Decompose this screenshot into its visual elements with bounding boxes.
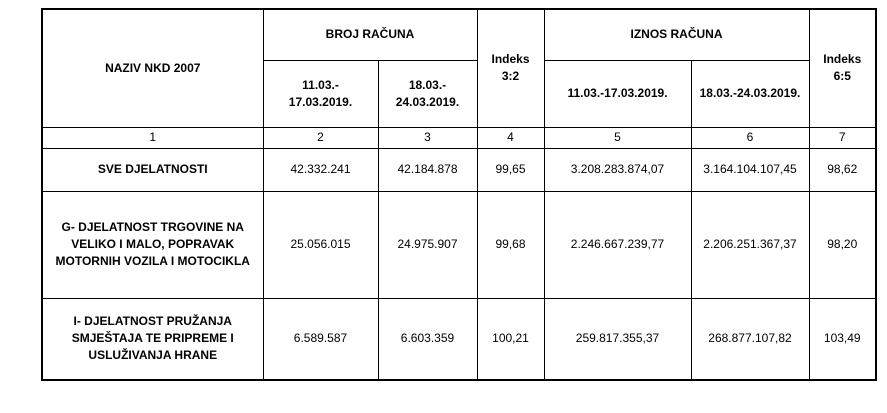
cell: 268.877.107,82 [690,297,810,381]
col-number: 7 [808,126,877,149]
header-broj-period-1: 11.03.- 17.03.2019. [262,59,379,128]
cell: 24.975.907 [377,190,478,299]
row-name: G- DJELATNOST TRGOVINE NA VELIKO I MALO,… [41,190,264,299]
cell: 42.184.878 [377,147,478,192]
col-number: 1 [41,126,264,149]
col-number: 2 [262,126,379,149]
header-broj-racuna: BROJ RAČUNA [262,8,478,61]
cell: 99,65 [476,147,545,192]
header-indeks-3-2: Indeks 3:2 [476,8,545,128]
col-number: 3 [377,126,478,149]
cell: 6.603.359 [377,297,478,381]
header-name: NAZIV NKD 2007 [41,8,264,128]
cell: 99,68 [476,190,545,299]
cell: 6.589.587 [262,297,379,381]
header-iznos-period-1: 11.03.-17.03.2019. [543,59,692,128]
cell: 3.208.283.874,07 [543,147,692,192]
header-indeks-6-5: Indeks 6:5 [808,8,877,128]
cell: 98,62 [808,147,877,192]
cell: 42.332.241 [262,147,379,192]
table-row: SVE DJELATNOSTI 42.332.241 42.184.878 99… [41,147,877,192]
header-broj-period-2: 18.03.- 24.03.2019. [377,59,478,128]
cell: 2.246.667.239,77 [543,190,692,299]
cell: 2.206.251.367,37 [690,190,810,299]
col-number: 4 [476,126,545,149]
cell: 25.056.015 [262,190,379,299]
statistics-table: NAZIV NKD 2007 BROJ RAČUNA Indeks 3:2 IZ… [41,8,877,381]
cell: 3.164.104.107,45 [690,147,810,192]
cell: 259.817.355,37 [543,297,692,381]
row-name: SVE DJELATNOSTI [41,147,264,192]
table-row: I- DJELATNOST PRUŽANJA SMJEŠTAJA TE PRIP… [41,297,877,381]
header-iznos-period-2: 18.03.-24.03.2019. [690,59,810,128]
cell: 103,49 [808,297,877,381]
cell: 100,21 [476,297,545,381]
table-row: G- DJELATNOST TRGOVINE NA VELIKO I MALO,… [41,190,877,299]
row-name: I- DJELATNOST PRUŽANJA SMJEŠTAJA TE PRIP… [41,297,264,381]
cell: 98,20 [808,190,877,299]
col-number: 5 [543,126,692,149]
col-number: 6 [690,126,810,149]
header-iznos-racuna: IZNOS RAČUNA [543,8,810,61]
